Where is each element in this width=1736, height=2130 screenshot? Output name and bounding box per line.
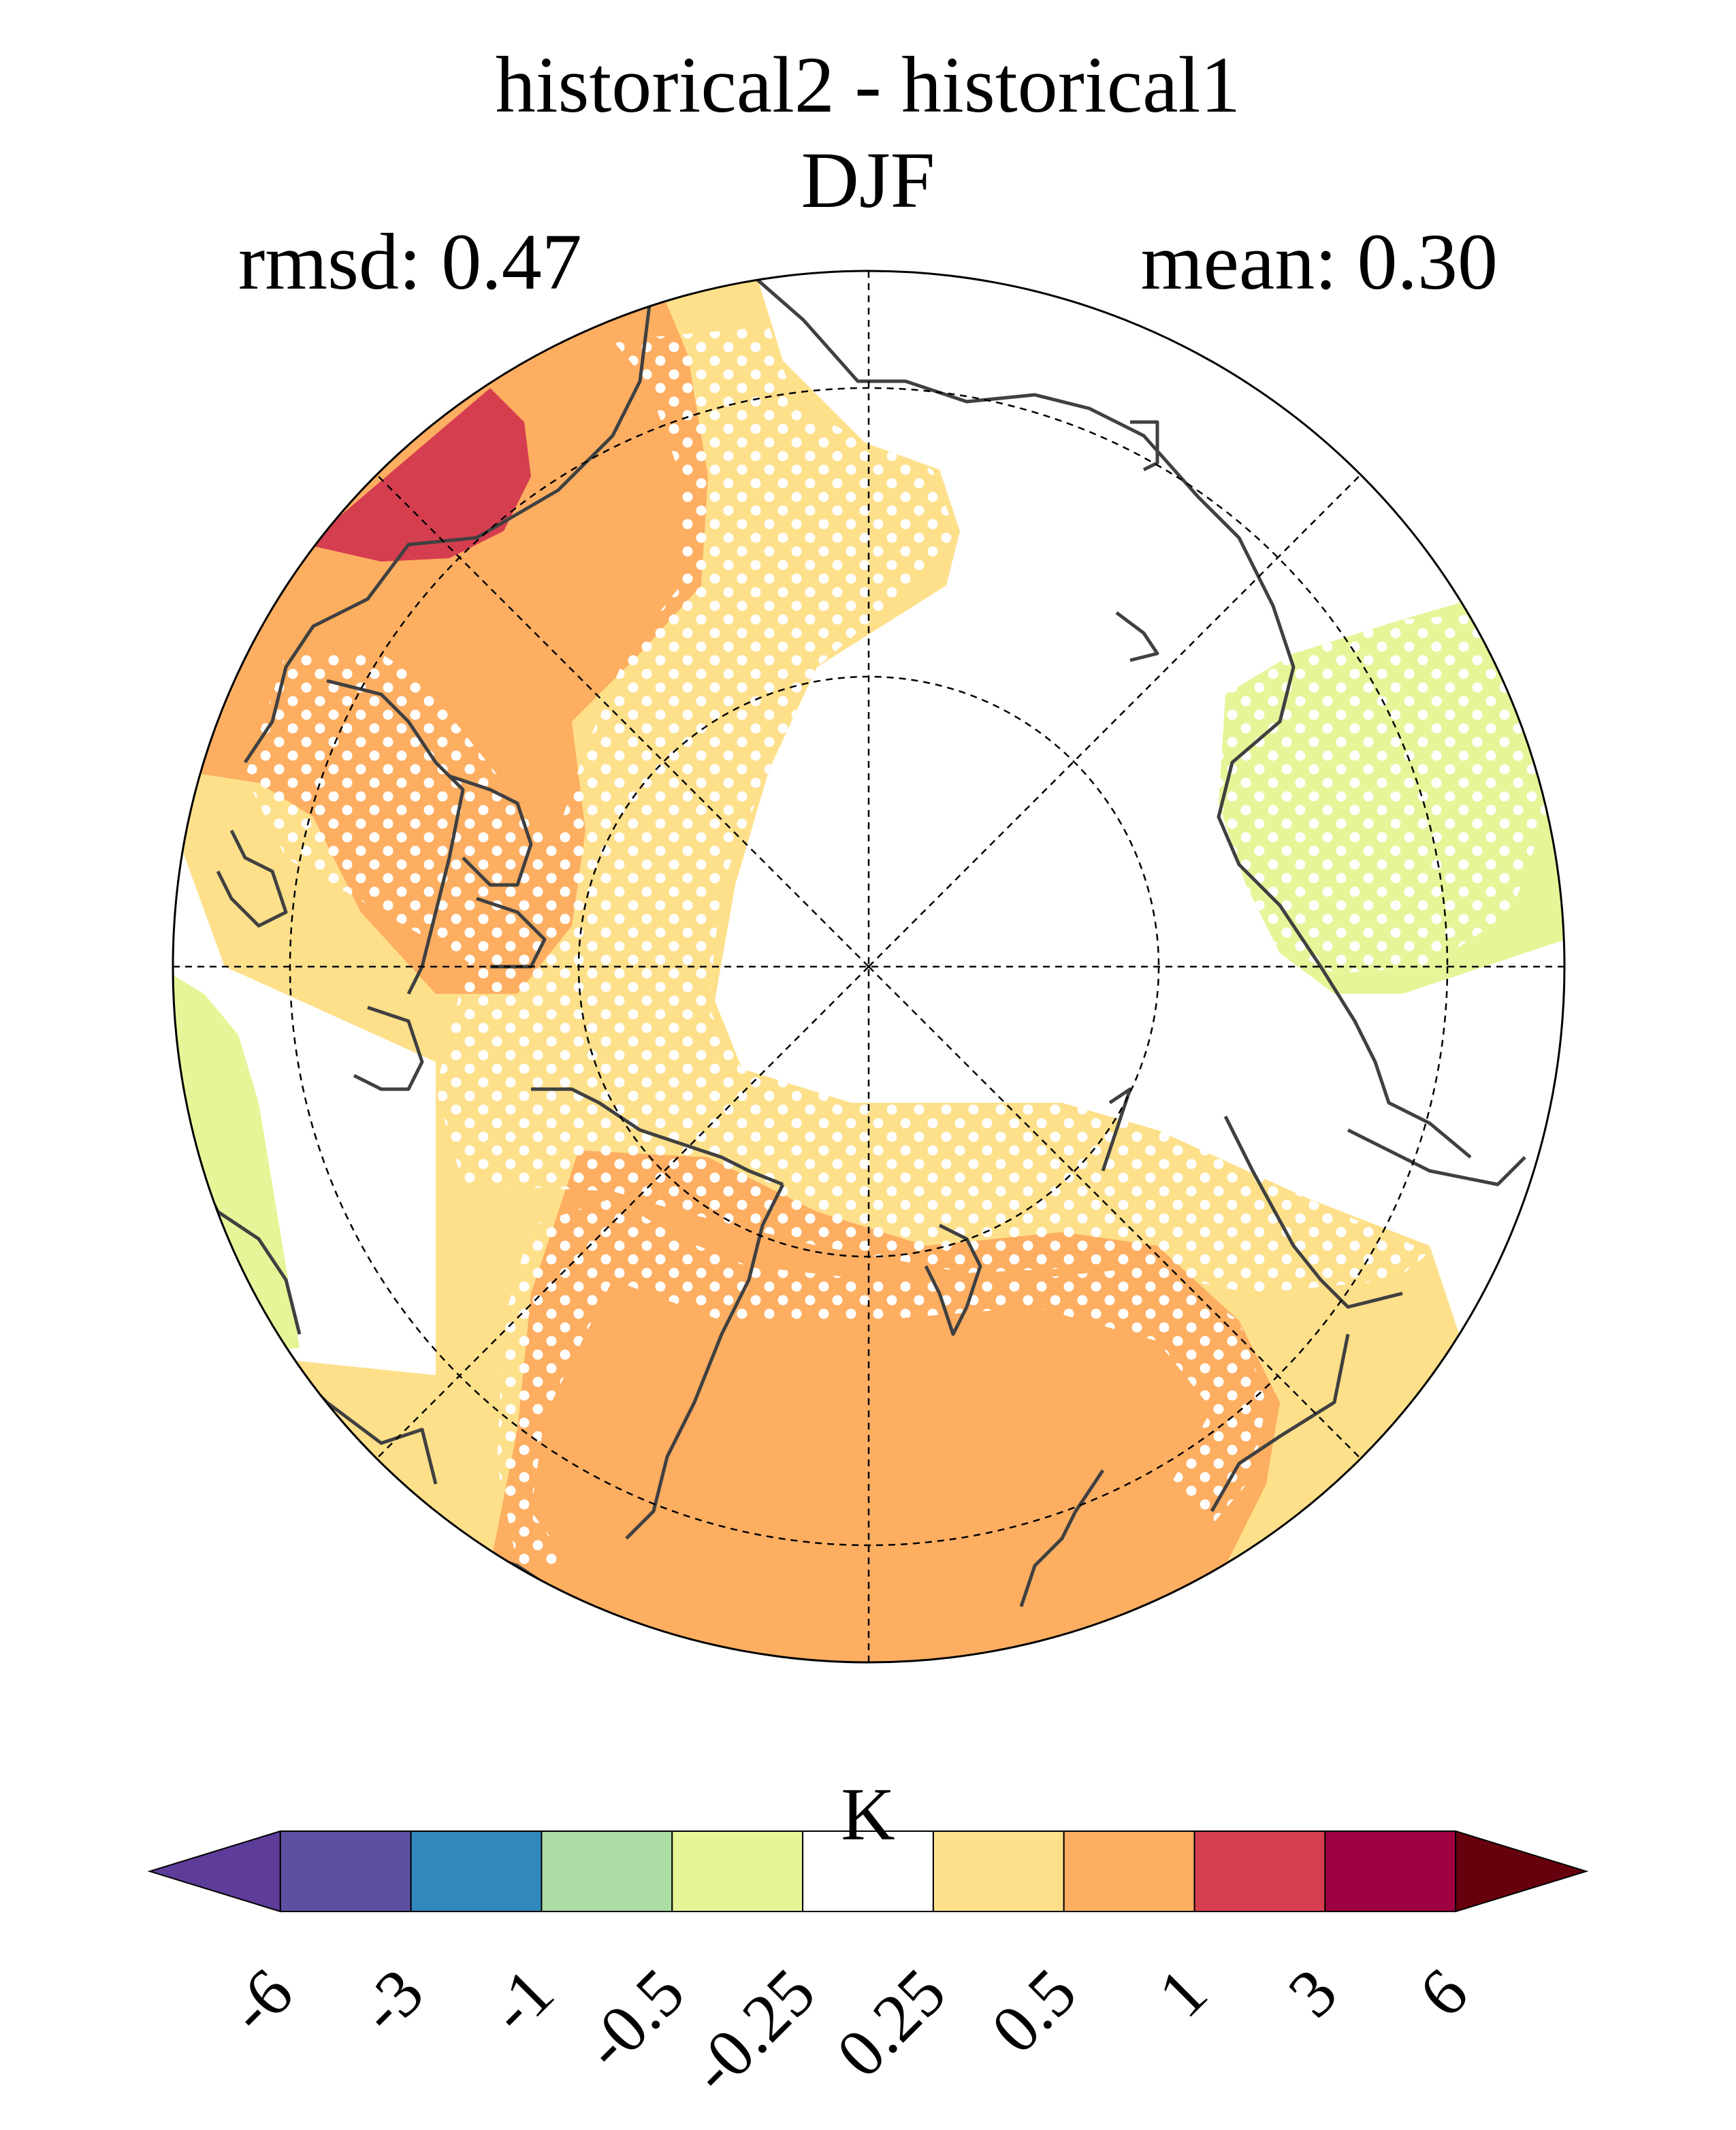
colorbar-bin xyxy=(1063,1830,1195,1912)
colorbar-bin xyxy=(1193,1830,1326,1912)
colorbar xyxy=(147,1830,1589,1913)
colorbar-unit-label: K xyxy=(841,1773,895,1856)
map-boundary xyxy=(172,270,1566,1664)
colorbar-bin xyxy=(932,1830,1065,1912)
colorbar-bin xyxy=(279,1830,412,1912)
anomaly-region-strong-warm xyxy=(306,388,531,562)
mean-label: mean: 0.30 xyxy=(1140,217,1498,306)
colorbar-bin xyxy=(541,1830,673,1912)
graticule xyxy=(173,271,1564,1662)
colorbar-bin xyxy=(802,1830,934,1912)
colorbar-bin xyxy=(671,1830,804,1912)
rmsd-label: rmsd: 0.47 xyxy=(238,217,582,306)
figure-title: historical2 - historical1 xyxy=(495,40,1241,129)
season-label: DJF xyxy=(801,135,935,225)
colorbar-bin xyxy=(410,1830,543,1912)
colorbar-extend-high xyxy=(1455,1830,1589,1913)
significance-stippling xyxy=(245,327,1545,1566)
